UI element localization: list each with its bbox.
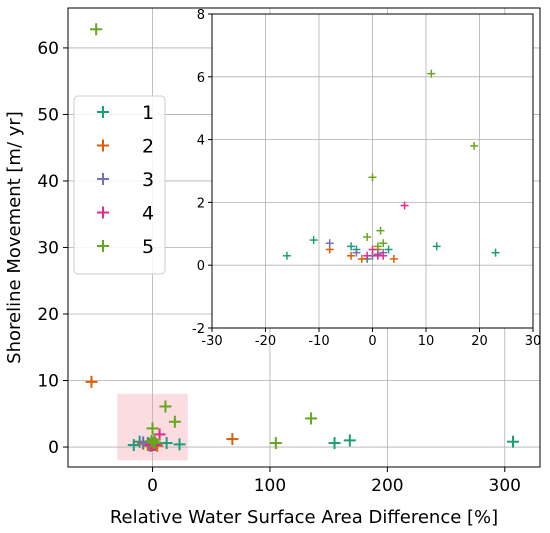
legend-label: 1 — [142, 102, 154, 124]
legend-item: 2 — [97, 136, 154, 158]
main-point-series-4 — [153, 428, 166, 441]
inset-tick-label-x: -30 — [201, 334, 222, 349]
inset-point-series-5 — [363, 232, 372, 241]
inset-point-series-3 — [325, 239, 334, 248]
legend-item: 5 — [97, 236, 154, 258]
main-point-series-1 — [343, 434, 356, 447]
main-point-series-5 — [168, 415, 181, 428]
main-point-series-2 — [85, 375, 98, 388]
main-point-series-5 — [146, 422, 159, 435]
inset-point-series-4 — [368, 245, 377, 254]
inset-point-series-5 — [470, 141, 479, 150]
inset-tick-label-x: 0 — [368, 334, 376, 349]
inset-point-series-2 — [357, 254, 366, 263]
legend-marker — [97, 173, 109, 185]
legend-item: 3 — [97, 169, 154, 191]
legend-marker — [97, 139, 109, 152]
inset-tick-label-x: 10 — [418, 334, 435, 349]
legend-marker — [97, 106, 109, 118]
inset-point-series-3 — [352, 248, 361, 257]
main-point-series-5 — [90, 23, 103, 36]
legend-label: 4 — [142, 203, 154, 225]
main-tick-label-y: 10 — [37, 372, 59, 392]
legend-box — [73, 95, 166, 275]
inset-point-series-4 — [379, 251, 388, 260]
legend: 1 2 3 4 5 — [73, 95, 166, 275]
legend-label: 2 — [142, 136, 154, 158]
legend-item: 1 — [97, 102, 154, 124]
main-tick-label-y: 30 — [37, 238, 59, 258]
inset-point-series-1 — [347, 242, 356, 251]
inset-point-series-5 — [376, 226, 385, 235]
inset-point-series-1 — [491, 248, 500, 257]
main-tick-label-x: 100 — [254, 476, 286, 496]
inset-point-series-4 — [363, 251, 372, 260]
main-point-series-2 — [226, 433, 239, 446]
y-axis-label: Shoreline Movement [m/ yr] — [4, 111, 25, 364]
main-tick-label-x: 300 — [489, 476, 521, 496]
main-frame — [67, 7, 541, 468]
inset-tick-label-x: 20 — [471, 334, 488, 349]
inset-point-series-2 — [389, 254, 398, 263]
main-tick-label-y: 60 — [37, 39, 59, 59]
inset-point-series-5 — [379, 239, 388, 248]
main-point-series-1 — [173, 438, 186, 451]
legend-label: 3 — [142, 169, 154, 191]
inset-point-series-5 — [373, 242, 382, 251]
inset-tick-label-y: 6 — [197, 71, 205, 86]
x-axis-label: Relative Water Surface Area Difference [… — [110, 507, 498, 528]
legend-marker — [97, 206, 109, 219]
inset-tick-label-x: -10 — [308, 334, 329, 349]
inset-tick-label-y: 4 — [197, 134, 205, 149]
inset-tick-label-y: 8 — [197, 8, 205, 23]
inset-point-series-5 — [427, 69, 436, 78]
inset-tick-label-x: -20 — [255, 334, 276, 349]
inset-tick-label-y: 0 — [197, 259, 205, 274]
inset-point-series-5 — [368, 173, 377, 182]
main-point-series-1 — [160, 437, 173, 450]
main-point-series-5 — [269, 437, 282, 450]
inset-point-series-1 — [309, 236, 318, 245]
main-tick-label-x: 0 — [147, 476, 158, 496]
main-point-series-5 — [159, 400, 172, 413]
inset-tick-label-y: 2 — [197, 196, 205, 211]
main-tick-label-y: 0 — [48, 438, 59, 458]
inset-point-series-1 — [432, 242, 441, 251]
legend-item: 4 — [97, 203, 154, 225]
legend-label: 5 — [142, 236, 154, 258]
main-tick-label-x: 200 — [371, 476, 403, 496]
main-point-series-1 — [506, 435, 519, 448]
main-point-series-1 — [328, 437, 341, 450]
main-point-series-5 — [305, 412, 318, 425]
main-point-series-3 — [137, 436, 150, 449]
main-point-series-5 — [148, 436, 161, 449]
inset-point-series-2 — [347, 251, 356, 260]
inset-point-series-1 — [282, 251, 291, 260]
main-tick-label-y: 50 — [37, 105, 59, 125]
legend-marker — [97, 240, 109, 252]
inset-tick-label-x: 30 — [525, 334, 542, 349]
main-tick-label-y: 20 — [37, 305, 59, 325]
main-tick-label-y: 40 — [37, 172, 59, 192]
inset-point-series-1 — [384, 245, 393, 254]
inset-point-series-4 — [400, 201, 409, 210]
inset-tick-label-y: -2 — [192, 322, 205, 337]
